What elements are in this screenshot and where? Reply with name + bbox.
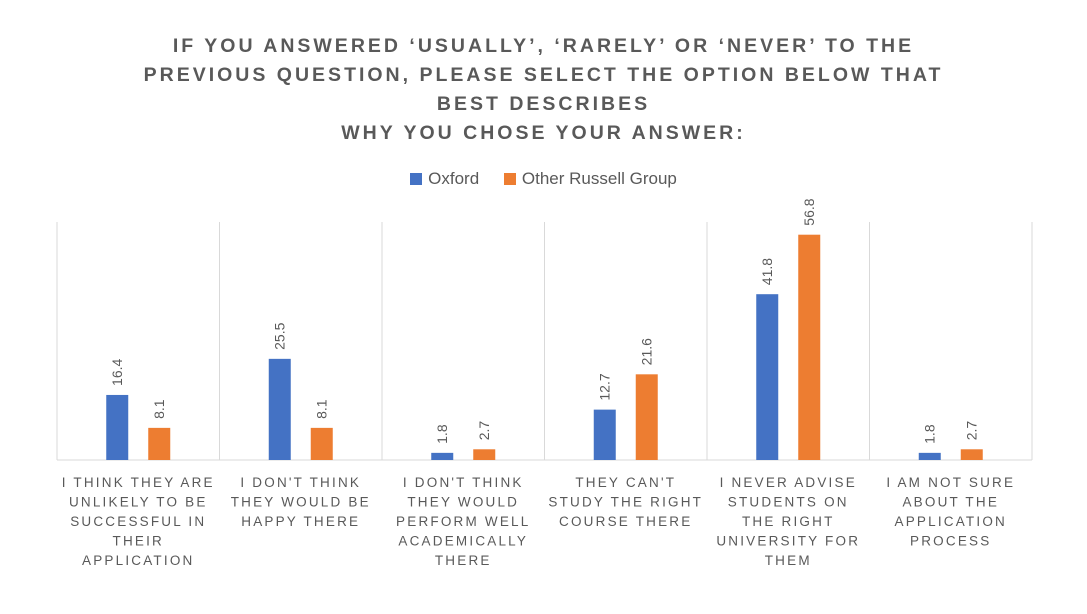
category-label: THEM bbox=[765, 553, 812, 568]
category-label: COURSE THERE bbox=[559, 514, 692, 529]
title-line-4: WHY YOU CHOSE YOUR ANSWER: bbox=[341, 122, 746, 144]
bar-other-russell-group bbox=[473, 449, 496, 460]
bar-other-russell-group bbox=[635, 374, 658, 460]
chart-title: IF YOU ANSWERED ‘USUALLY’, ‘RARELY’ OR ‘… bbox=[0, 32, 1087, 148]
data-label-other-russell-group: 2.7 bbox=[476, 421, 492, 441]
bar-oxford bbox=[268, 358, 291, 460]
category-label: THEY WOULD bbox=[407, 495, 519, 510]
category-label: STUDENTS ON bbox=[728, 495, 849, 510]
category-label: THERE bbox=[435, 553, 492, 568]
category-label: I NEVER ADVISE bbox=[720, 475, 857, 490]
legend-swatch-other-russell-group bbox=[503, 173, 516, 185]
legend-label-oxford: Oxford bbox=[428, 169, 480, 188]
category-label: UNLIKELY TO BE bbox=[69, 495, 208, 510]
category-label: ACADEMICALLY bbox=[398, 534, 528, 549]
bar-other-russell-group bbox=[148, 427, 171, 460]
bar-other-russell-group bbox=[798, 234, 821, 460]
category-label: APPLICATION bbox=[82, 553, 194, 568]
legend-label-other-russell-group: Other Russell Group bbox=[521, 169, 677, 188]
data-label-oxford: 12.7 bbox=[597, 373, 613, 400]
bar-oxford bbox=[756, 294, 779, 460]
category-label: HAPPY THERE bbox=[241, 514, 360, 529]
category-label: SUCCESSFUL IN bbox=[70, 514, 206, 529]
title-line-1: IF YOU ANSWERED ‘USUALLY’, ‘RARELY’ OR ‘… bbox=[172, 35, 915, 57]
category-label: THE RIGHT bbox=[742, 514, 835, 529]
title-line-2: PREVIOUS QUESTION, PLEASE SELECT THE OPT… bbox=[143, 64, 944, 86]
data-label-other-russell-group: 8.1 bbox=[151, 399, 167, 419]
category-label: ABOUT THE bbox=[902, 495, 999, 510]
category-label: THEY WOULD BE bbox=[231, 495, 371, 510]
title-line-3: BEST DESCRIBES bbox=[436, 93, 651, 115]
category-label: I DON'T THINK bbox=[403, 475, 524, 490]
category-label: THEY CAN'T bbox=[575, 475, 676, 490]
data-label-oxford: 1.8 bbox=[434, 424, 450, 444]
category-label: PROCESS bbox=[910, 534, 991, 549]
bar-other-russell-group bbox=[960, 449, 983, 460]
data-label-oxford: 16.4 bbox=[109, 358, 125, 385]
bar-oxford bbox=[918, 452, 941, 460]
category-label: UNIVERSITY FOR bbox=[716, 534, 860, 549]
legend-item-other-russell-group: Other Russell Group bbox=[503, 169, 677, 189]
category-label: I THINK THEY ARE bbox=[62, 475, 215, 490]
bar-oxford bbox=[593, 409, 616, 460]
chart-legend: Oxford Other Russell Group bbox=[0, 169, 1087, 190]
data-label-other-russell-group: 8.1 bbox=[314, 399, 330, 419]
legend-item-oxford: Oxford bbox=[410, 169, 479, 189]
data-label-oxford: 41.8 bbox=[759, 258, 775, 285]
data-label-oxford: 25.5 bbox=[272, 322, 288, 349]
category-label: APPLICATION bbox=[895, 514, 1007, 529]
category-label: STUDY THE RIGHT bbox=[548, 495, 703, 510]
data-label-other-russell-group: 21.6 bbox=[639, 338, 655, 365]
bar-oxford bbox=[106, 394, 129, 460]
category-label: PERFORM WELL bbox=[396, 514, 530, 529]
data-label-oxford: 1.8 bbox=[922, 424, 938, 444]
data-label-other-russell-group: 2.7 bbox=[964, 421, 980, 441]
legend-swatch-oxford bbox=[410, 173, 423, 185]
data-label-other-russell-group: 56.8 bbox=[801, 198, 817, 225]
category-label: I DON'T THINK bbox=[240, 475, 361, 490]
category-label: I AM NOT SURE bbox=[886, 475, 1015, 490]
category-label: THEIR bbox=[113, 534, 165, 549]
bar-oxford bbox=[431, 452, 454, 460]
bar-other-russell-group bbox=[310, 427, 333, 460]
